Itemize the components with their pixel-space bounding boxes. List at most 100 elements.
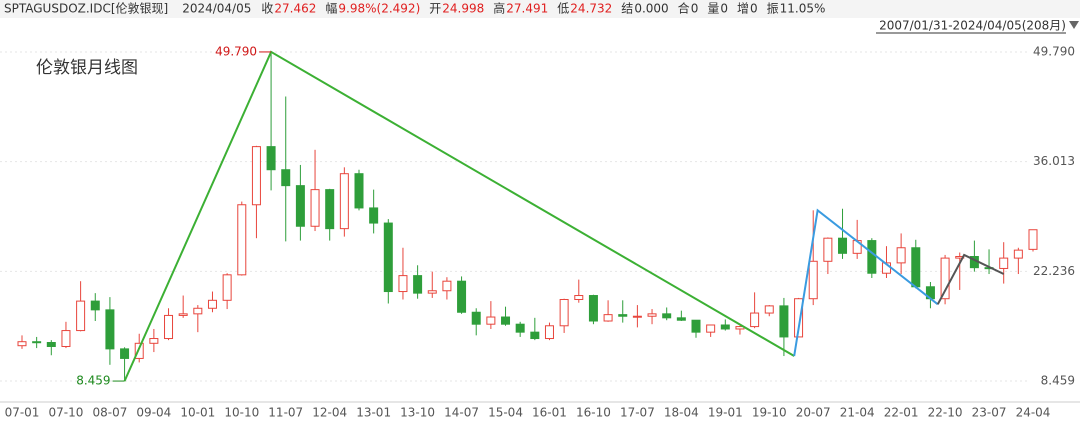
- candle-body: [354, 173, 364, 209]
- candle-body: [838, 237, 848, 254]
- candle-body: [911, 247, 921, 288]
- field-label: 高: [493, 1, 505, 16]
- x-tick-label: 17-07: [620, 406, 655, 420]
- field-value: 24.998: [442, 2, 484, 16]
- field-value: 0: [750, 2, 758, 16]
- symbol: SPTAGUSDOZ.IDC[伦敦银现]: [4, 1, 168, 16]
- candle-body: [251, 146, 261, 206]
- field-label: 幅: [325, 1, 337, 16]
- x-tick-label: 16-01: [532, 406, 567, 420]
- candle-body: [237, 204, 247, 276]
- candle-body: [46, 342, 56, 347]
- x-tick-label: 16-10: [576, 406, 611, 420]
- candle-body: [1013, 249, 1023, 259]
- candle-body: [896, 247, 906, 264]
- x-tick-label: 19-01: [708, 406, 743, 420]
- field-label: 结: [621, 2, 633, 16]
- x-tick-label: 15-04: [488, 406, 523, 420]
- candle-body: [471, 311, 481, 325]
- candle-body: [383, 222, 393, 293]
- candle-body: [823, 237, 833, 262]
- field-value: 0: [691, 2, 699, 16]
- annotation: 8.459: [76, 374, 110, 388]
- header-bar: [0, 0, 1080, 18]
- trend-line: [793, 208, 939, 357]
- candle-body: [706, 324, 716, 333]
- x-tick-label: 22-10: [928, 406, 963, 420]
- field-label: 收: [261, 2, 273, 16]
- field-label: 量: [707, 2, 719, 16]
- chart-title: 伦敦银月线图: [36, 58, 138, 78]
- candle-body: [61, 330, 71, 347]
- x-tick-label: 11-07: [268, 406, 303, 420]
- y-tick-label: 49.790: [1033, 44, 1075, 58]
- x-tick-label: 08-07: [92, 406, 127, 420]
- candle-body: [544, 325, 554, 340]
- x-tick-label: 24-04: [1016, 406, 1051, 420]
- x-tick-label: 10-10: [224, 406, 259, 420]
- candle-body: [750, 312, 760, 328]
- annotation: 49.790: [215, 44, 257, 58]
- candle-body: [310, 189, 320, 227]
- x-tick-label: 20-07: [796, 406, 831, 420]
- candle-body: [442, 280, 452, 292]
- candle-body: [149, 338, 159, 344]
- candle-body: [999, 257, 1009, 269]
- trend-line: [936, 253, 1005, 305]
- x-tick-label: 13-01: [356, 406, 391, 420]
- candle-body: [222, 274, 232, 301]
- x-tick-label: 07-10: [49, 406, 84, 420]
- candle-body: [486, 316, 496, 325]
- candle-body: [17, 341, 27, 347]
- candle-body: [691, 319, 701, 333]
- candle-body: [134, 342, 144, 359]
- candle-body: [588, 295, 598, 322]
- x-tick-label: 22-01: [884, 406, 919, 420]
- candle-body: [559, 299, 569, 327]
- candle-body: [530, 331, 540, 340]
- candle-body: [32, 341, 42, 344]
- field-label: 开: [429, 2, 441, 16]
- y-tick-label: 8.459: [1041, 374, 1075, 388]
- field-label: 低: [557, 2, 569, 16]
- field-value: 9.98%(2.492): [338, 2, 420, 16]
- candle-body: [940, 257, 950, 300]
- candle-body: [178, 313, 188, 316]
- field-value: 27.462: [274, 2, 316, 16]
- x-tick-label: 13-10: [400, 406, 435, 420]
- x-tick-label: 14-07: [444, 406, 479, 420]
- candle-body: [398, 275, 408, 293]
- candle-body: [515, 323, 525, 333]
- range-dropdown[interactable]: [1069, 21, 1079, 29]
- candle-body: [413, 275, 423, 294]
- x-tick-label: 18-04: [664, 406, 699, 420]
- candle-body: [720, 324, 730, 330]
- candle-body: [501, 316, 511, 325]
- x-tick-label: 21-04: [840, 406, 875, 420]
- field-value: 0.000: [634, 2, 668, 16]
- candle-body: [632, 315, 642, 318]
- x-tick-label: 10-01: [180, 406, 215, 420]
- y-tick-label: 22.236: [1033, 264, 1075, 278]
- field-value: 27.491: [506, 2, 548, 16]
- x-tick-label: 07-01: [5, 406, 40, 420]
- x-tick-label: 09-04: [136, 406, 171, 420]
- candle-body: [618, 314, 628, 317]
- x-tick-label: 19-10: [752, 406, 787, 420]
- candle-body: [779, 305, 789, 338]
- candle-body: [164, 314, 174, 340]
- range-label[interactable]: 2007/01/31-2024/04/05(208月): [879, 19, 1066, 33]
- candle-body: [457, 280, 467, 313]
- candle-body: [427, 290, 437, 294]
- candle-body: [764, 305, 774, 314]
- candle-body: [339, 173, 349, 230]
- field-label: 振: [767, 2, 779, 16]
- field-value: 0: [720, 2, 728, 16]
- candle-body: [193, 307, 203, 315]
- y-tick-label: 36.013: [1033, 154, 1075, 168]
- candle-body: [120, 348, 130, 359]
- candle-body: [266, 146, 276, 171]
- x-tick-label: 12-04: [312, 406, 347, 420]
- candle-body: [105, 309, 115, 350]
